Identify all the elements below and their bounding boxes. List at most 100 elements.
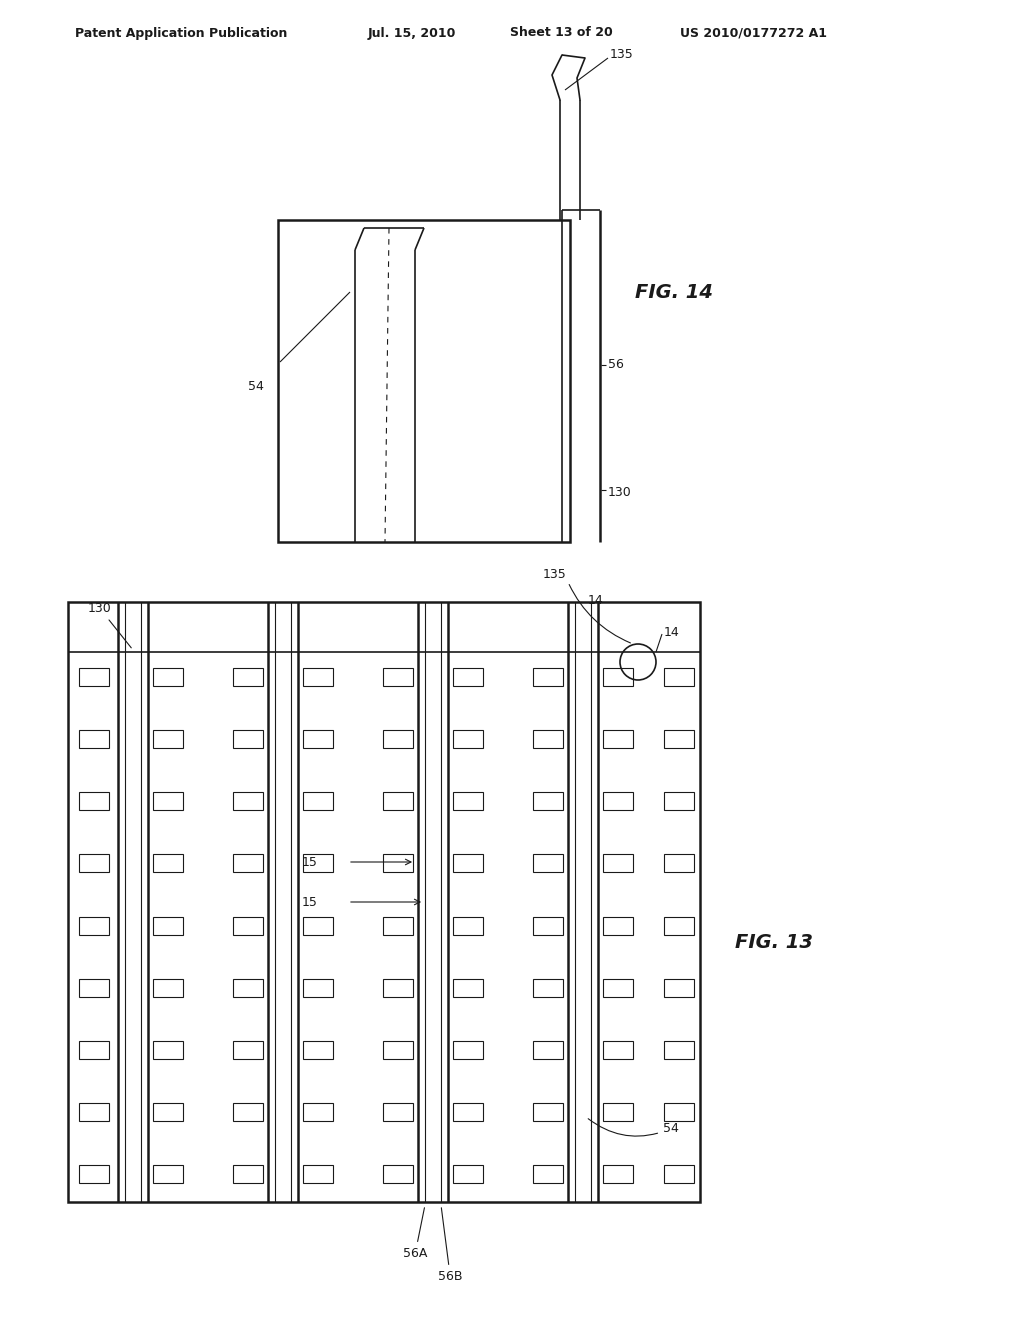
Bar — [233, 1040, 263, 1059]
Bar — [233, 792, 263, 810]
Text: 135: 135 — [610, 49, 634, 62]
Bar — [153, 916, 183, 935]
Bar — [664, 854, 694, 873]
Bar — [153, 978, 183, 997]
Bar — [534, 730, 563, 748]
Text: Patent Application Publication: Patent Application Publication — [75, 26, 288, 40]
Bar — [79, 1104, 109, 1121]
Text: FIG. 13: FIG. 13 — [735, 932, 813, 952]
Bar — [383, 730, 413, 748]
Bar — [79, 668, 109, 686]
Text: 54: 54 — [248, 380, 264, 393]
Bar — [68, 602, 700, 1203]
Bar — [534, 668, 563, 686]
Bar — [453, 916, 483, 935]
Text: Sheet 13 of 20: Sheet 13 of 20 — [510, 26, 612, 40]
Bar — [383, 978, 413, 997]
Bar — [664, 1040, 694, 1059]
Bar — [664, 1104, 694, 1121]
Text: 15: 15 — [302, 855, 318, 869]
Bar — [603, 978, 633, 997]
Text: 56A: 56A — [403, 1208, 427, 1261]
Text: 130: 130 — [88, 602, 131, 648]
Bar — [534, 1040, 563, 1059]
Text: Jul. 15, 2010: Jul. 15, 2010 — [368, 26, 457, 40]
Text: US 2010/0177272 A1: US 2010/0177272 A1 — [680, 26, 827, 40]
Bar — [79, 854, 109, 873]
Bar — [303, 792, 333, 810]
Bar — [303, 916, 333, 935]
Bar — [233, 978, 263, 997]
Bar — [453, 1040, 483, 1059]
Bar — [79, 792, 109, 810]
Bar — [153, 668, 183, 686]
Bar — [534, 978, 563, 997]
Bar — [233, 668, 263, 686]
Bar — [278, 220, 570, 543]
Bar — [534, 792, 563, 810]
Bar — [303, 668, 333, 686]
Bar — [79, 730, 109, 748]
Bar — [153, 730, 183, 748]
Text: 56: 56 — [608, 359, 624, 371]
Bar — [664, 1166, 694, 1183]
Bar — [603, 792, 633, 810]
Bar — [233, 1104, 263, 1121]
Bar — [664, 668, 694, 686]
Bar — [233, 854, 263, 873]
Text: 15: 15 — [302, 895, 318, 908]
Bar — [603, 1166, 633, 1183]
Text: 54: 54 — [588, 1119, 679, 1137]
Bar — [603, 916, 633, 935]
Text: 14: 14 — [588, 594, 604, 606]
Bar — [153, 1166, 183, 1183]
Bar — [153, 1040, 183, 1059]
Bar — [153, 1104, 183, 1121]
Bar — [534, 854, 563, 873]
Bar — [453, 978, 483, 997]
Bar — [383, 916, 413, 935]
Bar — [383, 1104, 413, 1121]
Bar — [453, 854, 483, 873]
Bar — [233, 916, 263, 935]
Text: 56B: 56B — [438, 1208, 463, 1283]
Text: 135: 135 — [543, 568, 566, 581]
Bar — [79, 916, 109, 935]
Bar — [664, 730, 694, 748]
Bar — [603, 1040, 633, 1059]
Bar — [303, 978, 333, 997]
Bar — [664, 978, 694, 997]
Text: 130: 130 — [608, 486, 632, 499]
Bar — [303, 854, 333, 873]
Bar — [153, 854, 183, 873]
Bar — [603, 668, 633, 686]
Bar — [303, 1104, 333, 1121]
Bar — [534, 1166, 563, 1183]
Bar — [534, 916, 563, 935]
Bar — [79, 978, 109, 997]
Bar — [453, 668, 483, 686]
Bar — [383, 792, 413, 810]
Text: 14: 14 — [664, 626, 680, 639]
Bar — [453, 730, 483, 748]
Bar — [79, 1040, 109, 1059]
Bar — [79, 1166, 109, 1183]
Bar — [603, 854, 633, 873]
Bar — [383, 854, 413, 873]
Text: FIG. 14: FIG. 14 — [635, 282, 713, 301]
Bar — [453, 1104, 483, 1121]
Bar — [453, 1166, 483, 1183]
Bar — [383, 668, 413, 686]
Bar — [664, 792, 694, 810]
Bar — [603, 1104, 633, 1121]
Bar — [233, 730, 263, 748]
Bar — [153, 792, 183, 810]
Bar — [534, 1104, 563, 1121]
Bar — [303, 730, 333, 748]
Bar — [664, 916, 694, 935]
Bar — [303, 1166, 333, 1183]
Bar — [603, 730, 633, 748]
Bar — [233, 1166, 263, 1183]
Bar — [453, 792, 483, 810]
Bar — [383, 1166, 413, 1183]
